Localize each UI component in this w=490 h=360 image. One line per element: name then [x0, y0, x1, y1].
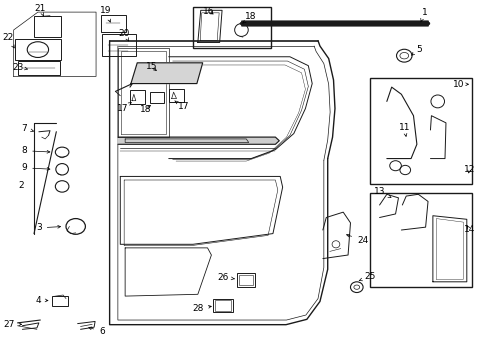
Text: 7: 7	[22, 124, 33, 133]
Text: 13: 13	[374, 187, 391, 198]
Text: 9: 9	[22, 163, 50, 172]
Text: 21: 21	[35, 4, 46, 16]
Text: 5: 5	[412, 45, 422, 55]
Bar	[185, 70, 194, 81]
Text: 15: 15	[146, 62, 157, 71]
Text: 27: 27	[3, 320, 22, 329]
Text: 3: 3	[36, 223, 61, 232]
Text: 20: 20	[119, 29, 130, 41]
Text: 12: 12	[464, 165, 475, 174]
Text: 23: 23	[13, 63, 27, 72]
Text: 8: 8	[22, 146, 50, 155]
Bar	[34, 17, 61, 37]
Text: 17: 17	[117, 103, 131, 113]
Bar	[169, 89, 184, 102]
Text: 6: 6	[89, 327, 105, 336]
Bar	[370, 78, 472, 184]
Bar	[150, 92, 164, 103]
Text: 2: 2	[19, 181, 24, 190]
Text: 18: 18	[243, 12, 257, 23]
Bar	[150, 70, 159, 81]
Bar	[237, 273, 255, 287]
Text: 10: 10	[453, 80, 468, 89]
Text: 1: 1	[421, 8, 427, 22]
Text: 26: 26	[218, 273, 234, 282]
Text: 28: 28	[192, 304, 211, 313]
Bar	[370, 193, 472, 287]
Text: 22: 22	[2, 33, 14, 48]
Bar	[162, 70, 171, 81]
Text: 11: 11	[398, 123, 410, 136]
Bar	[139, 70, 147, 81]
Bar	[213, 298, 233, 312]
Text: 17: 17	[175, 101, 189, 111]
Bar	[173, 70, 182, 81]
Text: 25: 25	[359, 272, 376, 281]
Polygon shape	[118, 137, 279, 144]
Text: 18: 18	[140, 105, 151, 114]
Bar	[215, 300, 231, 311]
Bar	[239, 275, 252, 285]
Bar	[52, 296, 68, 306]
Text: 14: 14	[464, 225, 475, 234]
Text: 24: 24	[346, 234, 368, 244]
Bar	[18, 61, 60, 75]
Text: 4: 4	[35, 296, 48, 305]
Bar	[15, 39, 61, 60]
Text: 19: 19	[100, 6, 112, 22]
Polygon shape	[131, 63, 203, 84]
Text: 16: 16	[203, 7, 214, 16]
Bar	[102, 34, 136, 56]
Bar	[101, 15, 126, 32]
Bar	[193, 7, 270, 48]
Bar	[130, 90, 145, 104]
